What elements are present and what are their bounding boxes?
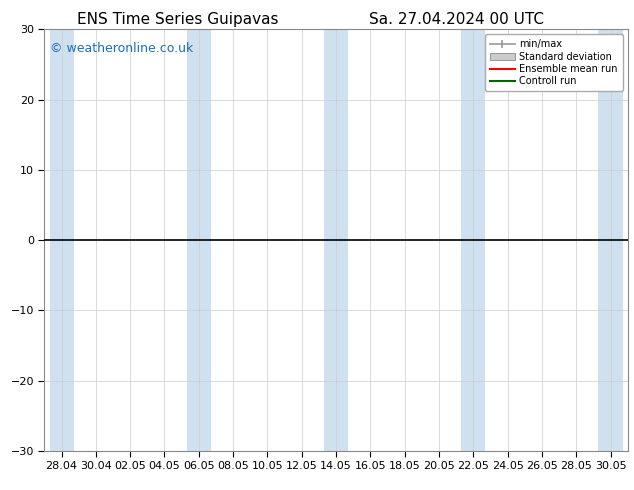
- Bar: [462, 29, 485, 451]
- Text: ENS Time Series Guipavas: ENS Time Series Guipavas: [77, 12, 278, 27]
- Bar: [187, 29, 210, 451]
- Bar: [324, 29, 348, 451]
- Bar: [598, 29, 623, 451]
- Bar: [49, 29, 74, 451]
- Text: © weatheronline.co.uk: © weatheronline.co.uk: [50, 42, 193, 55]
- Legend: min/max, Standard deviation, Ensemble mean run, Controll run: min/max, Standard deviation, Ensemble me…: [486, 34, 623, 91]
- Text: Sa. 27.04.2024 00 UTC: Sa. 27.04.2024 00 UTC: [369, 12, 544, 27]
